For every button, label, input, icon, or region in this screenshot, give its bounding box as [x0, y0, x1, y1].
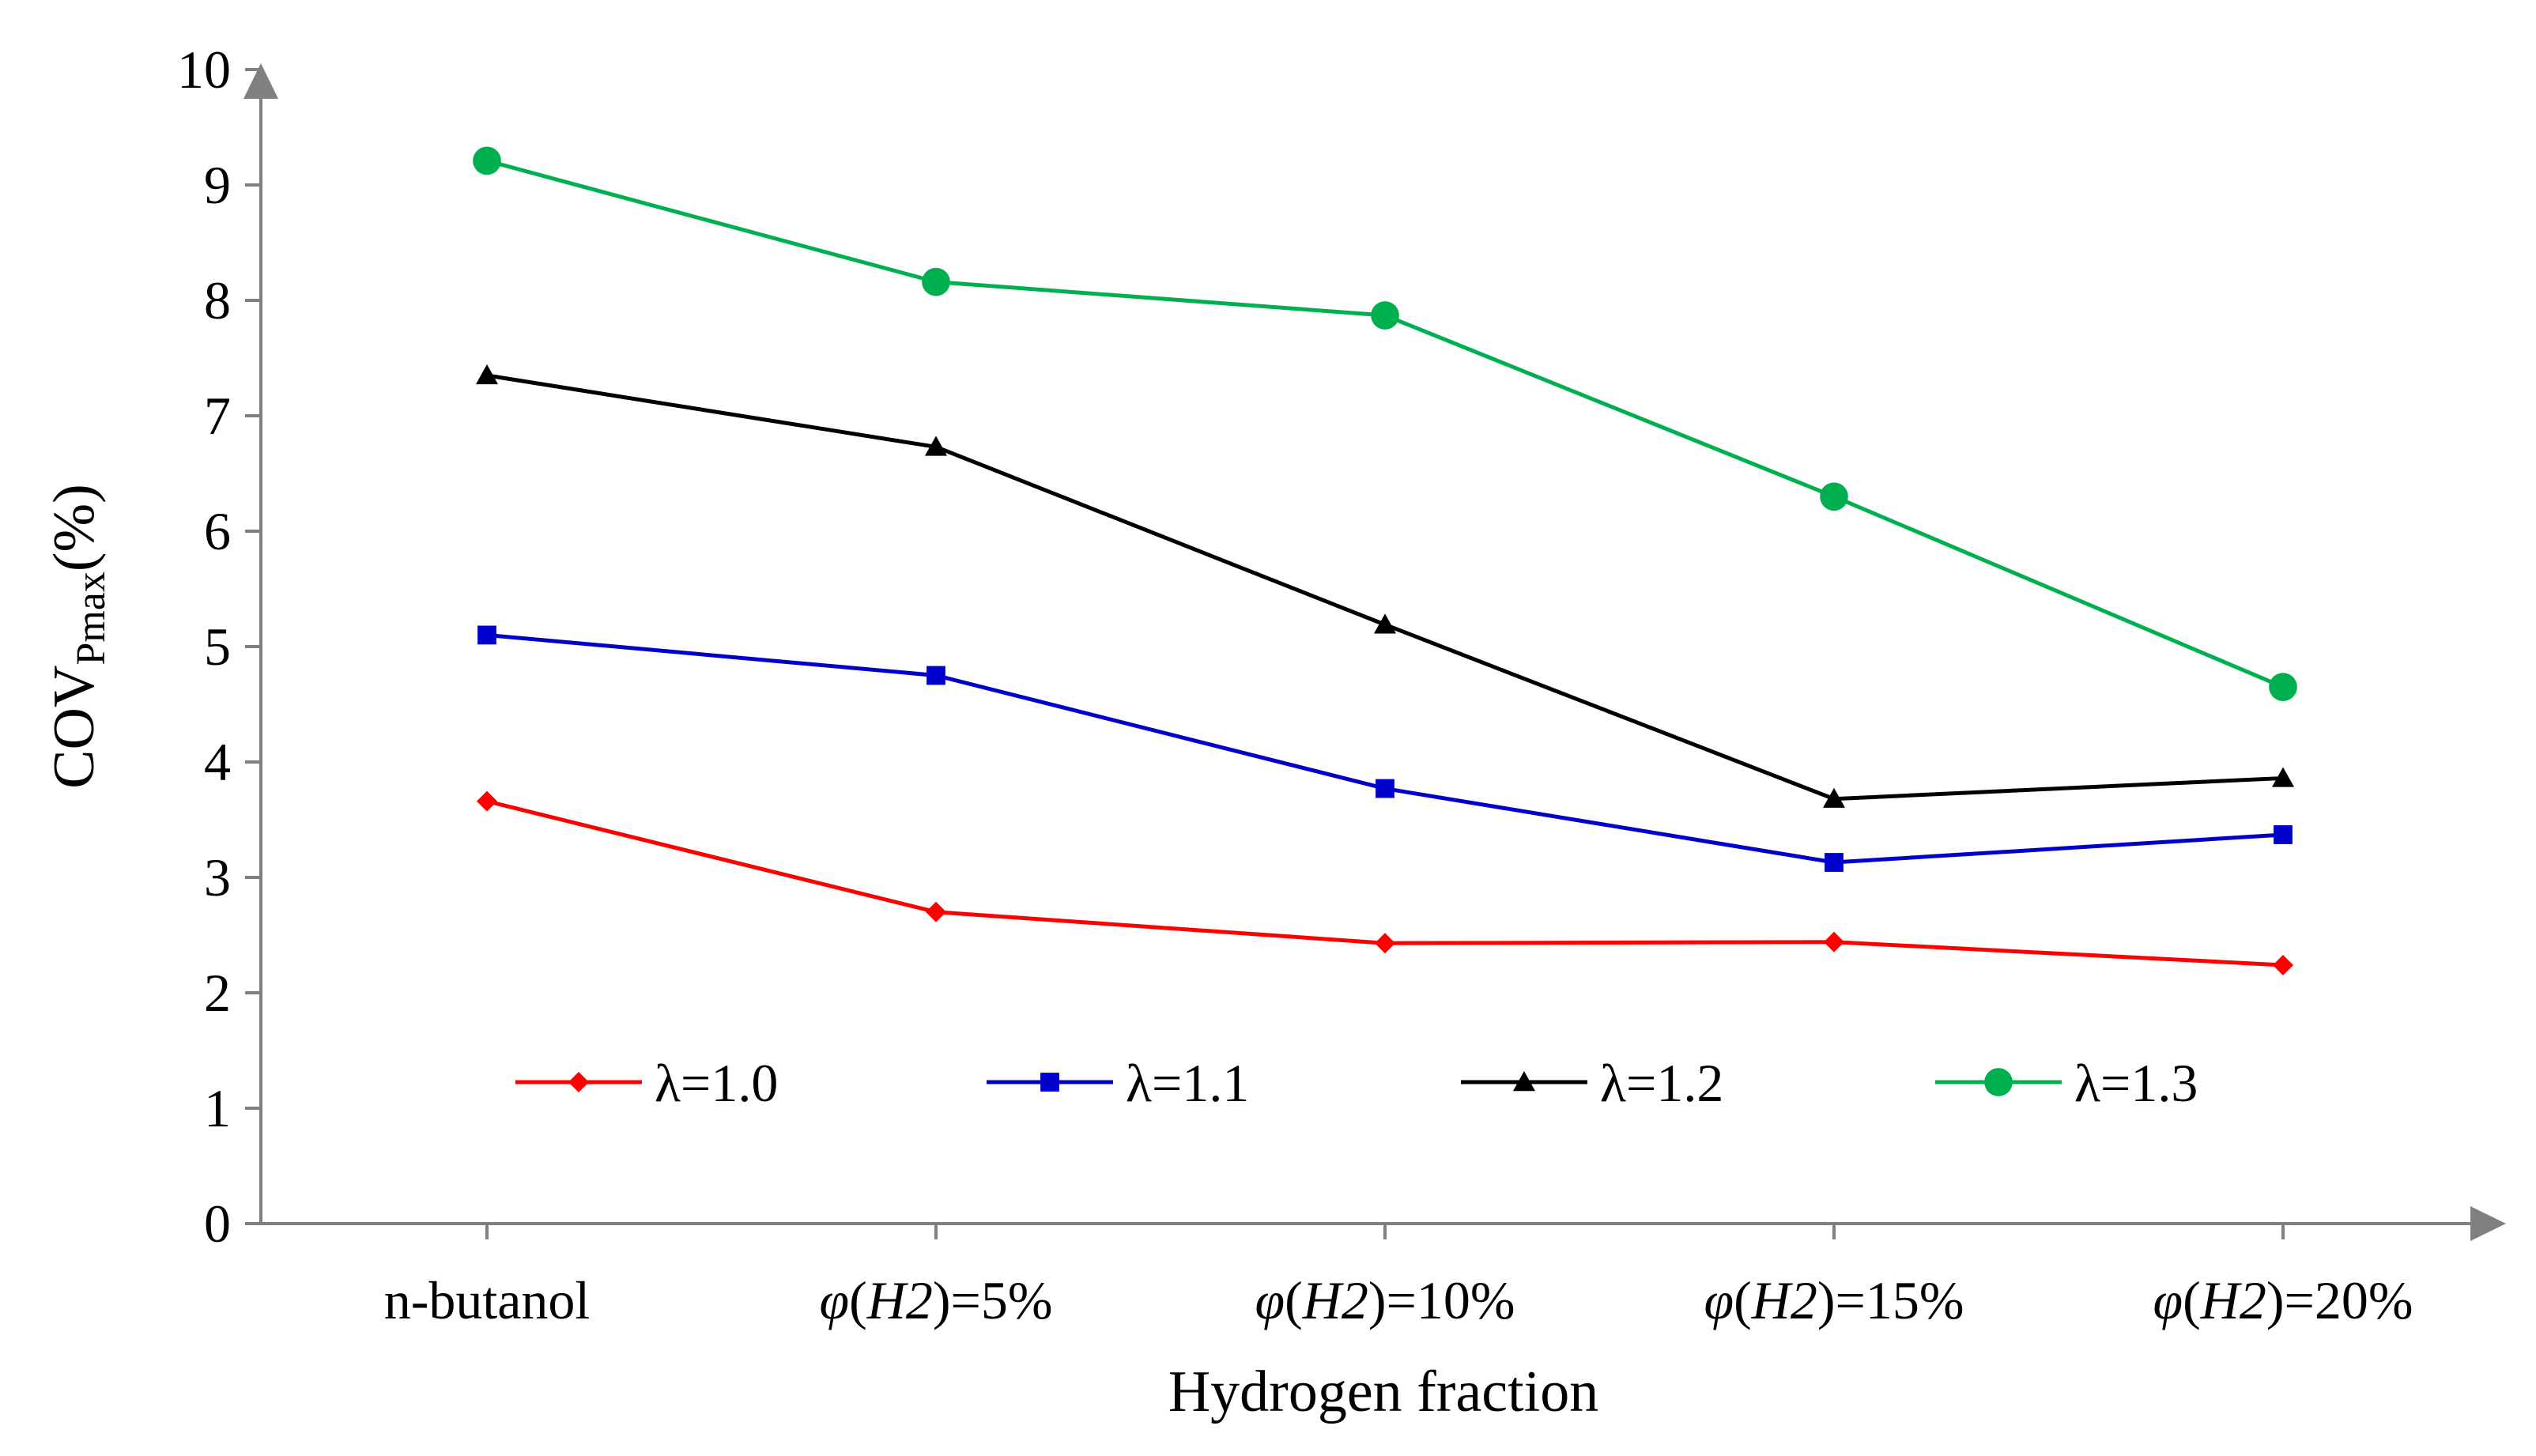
y-tick-label: 2: [204, 963, 231, 1023]
data-point: [1825, 853, 1844, 872]
y-tick-label: 8: [204, 270, 231, 330]
series-2: [476, 364, 2294, 808]
legend-item-3: λ=1.3: [1935, 1053, 2198, 1113]
data-point: [2269, 673, 2297, 701]
y-axis-arrow: [243, 63, 278, 99]
data-point: [1375, 933, 1395, 954]
y-tick-label: 10: [177, 40, 231, 100]
data-point: [926, 666, 945, 685]
legend-label: λ=1.1: [1126, 1053, 1249, 1113]
legend-swatch-marker: [1040, 1073, 1059, 1092]
data-point: [2272, 767, 2294, 787]
y-tick-label: 1: [204, 1078, 231, 1138]
legend-swatch-marker: [1513, 1071, 1535, 1092]
data-point: [1820, 482, 1848, 511]
x-axis-title: Hydrogen fraction: [1168, 1360, 1599, 1424]
data-point: [473, 146, 501, 175]
y-tick-label: 7: [204, 386, 231, 446]
data-point: [1371, 301, 1399, 330]
data-point: [2273, 954, 2293, 975]
data-point: [1374, 613, 1396, 634]
y-ticks: 0 1 2 3 4 5 6 7 8 9 10: [177, 40, 261, 1254]
data-point: [925, 436, 947, 456]
x-tick-label: n-butanol: [384, 1270, 591, 1330]
y-tick-label: 9: [204, 155, 231, 215]
legend-swatch-marker: [1984, 1068, 2013, 1096]
x-axis-arrow: [2470, 1206, 2506, 1241]
x-tick-label: φ(H2)=15%: [1704, 1270, 1964, 1330]
x-tick-label: φ(H2)=10%: [1255, 1270, 1515, 1330]
series-1: [477, 625, 2293, 872]
legend: λ=1.0 λ=1.1 λ=1.2 λ=1.3: [515, 1053, 2198, 1113]
series-3: [473, 146, 2297, 701]
y-tick-label: 0: [204, 1194, 231, 1254]
data-point: [926, 901, 946, 922]
legend-item-1: λ=1.1: [987, 1053, 1249, 1113]
series-group: [473, 146, 2297, 975]
axes: [243, 63, 2506, 1241]
y-tick-label: 5: [204, 617, 231, 677]
series-line: [486, 158, 2284, 689]
data-point: [477, 625, 496, 645]
x-ticks: n-butanol φ(H2)=5% φ(H2)=10% φ(H2)=15% φ(H2)…: [384, 1224, 2413, 1330]
y-axis-title: COVPmax(%): [42, 484, 114, 789]
legend-item-2: λ=1.2: [1461, 1053, 1723, 1113]
legend-item-0: λ=1.0: [515, 1053, 778, 1113]
series-0: [477, 790, 2293, 975]
data-point: [1376, 779, 1394, 798]
legend-label: λ=1.2: [1600, 1053, 1723, 1113]
x-tick-label: φ(H2)=20%: [2153, 1270, 2413, 1330]
data-point: [476, 364, 498, 385]
data-point: [1824, 931, 1844, 952]
legend-label: λ=1.3: [2074, 1053, 2198, 1113]
x-tick-label: φ(H2)=5%: [819, 1270, 1052, 1330]
legend-swatch-marker: [568, 1072, 589, 1092]
data-point: [922, 267, 950, 296]
series-line: [486, 373, 2284, 802]
y-axis-title-main: COV: [42, 666, 107, 789]
y-tick-label: 3: [204, 847, 231, 907]
y-tick-label: 6: [204, 501, 231, 561]
y-axis-title-sub: Pmax: [69, 571, 114, 665]
data-point: [477, 790, 497, 812]
data-point: [2274, 825, 2293, 844]
series-line: [486, 632, 2284, 865]
legend-label: λ=1.0: [655, 1053, 778, 1113]
data-point: [1823, 787, 1845, 808]
y-tick-label: 4: [204, 732, 231, 792]
y-axis-title-suffix: (%): [42, 484, 107, 571]
